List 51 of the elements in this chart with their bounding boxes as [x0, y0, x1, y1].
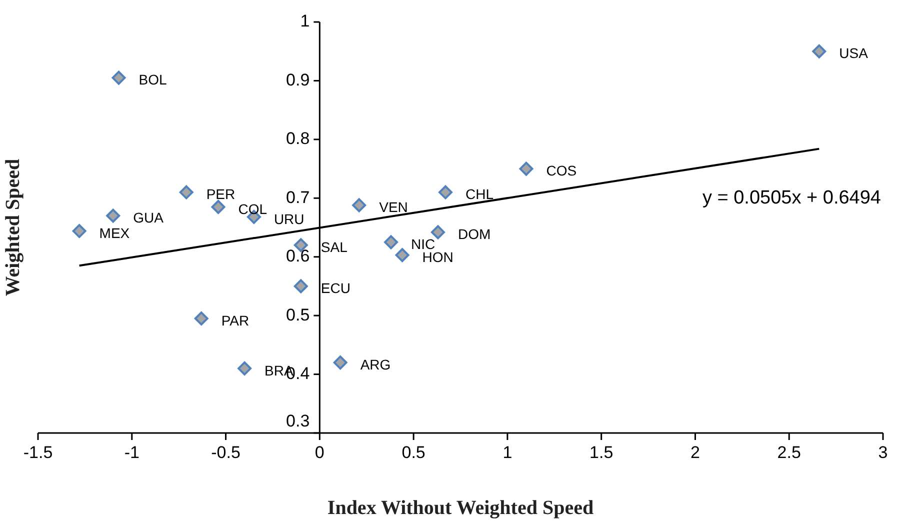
y-tick-label: 0.6	[286, 246, 310, 266]
annotation: MEX	[99, 224, 130, 241]
annotation: VEN	[379, 199, 408, 216]
point	[812, 44, 826, 58]
x-tick-label: 3	[878, 443, 888, 462]
annotation: ARG	[360, 356, 391, 372]
x-tick-label: -0.5	[211, 443, 240, 462]
x-tick-label: 0	[314, 443, 324, 462]
point	[238, 361, 252, 376]
y-axis-title: Weighted Speed	[2, 158, 24, 296]
point	[179, 185, 194, 200]
annotation: COS	[546, 162, 577, 179]
annotation: USA	[839, 45, 869, 62]
annotation: DOM	[458, 226, 491, 242]
y-tick-label: 1	[300, 12, 310, 31]
annotation: BOL	[138, 72, 167, 88]
annotation: URU	[274, 210, 304, 227]
point	[194, 312, 208, 326]
point	[438, 185, 452, 200]
point	[384, 235, 398, 250]
annotation: PAR	[221, 312, 250, 328]
point	[352, 198, 366, 212]
x-tick-label: 2.5	[777, 443, 801, 462]
annotation: y = 0.0505x + 0.6494	[702, 187, 882, 208]
x-tick-label: 2	[690, 443, 700, 462]
annotation: SAL	[320, 238, 348, 255]
point	[294, 279, 308, 294]
x-tick-label: 1	[502, 443, 512, 462]
point	[430, 225, 445, 240]
y-tick-label: 0.3	[286, 412, 310, 431]
annotation: GUA	[133, 210, 164, 226]
y-tick-label: 0.5	[286, 305, 310, 324]
point	[519, 162, 534, 176]
point	[112, 70, 126, 85]
annotation: COL	[238, 200, 268, 217]
x-tick-label: -1	[124, 443, 140, 462]
annotation: PER	[206, 186, 236, 202]
point	[211, 200, 226, 214]
x-tick-label: -1.5	[23, 443, 53, 462]
x-axis-title: Index Without Weighted Speed	[327, 497, 594, 520]
y-tick-label: 0.9	[286, 70, 310, 90]
x-tick-label: 0.5	[402, 443, 426, 462]
annotation: CHL	[465, 186, 494, 202]
point	[106, 208, 120, 223]
point	[72, 224, 86, 238]
point	[395, 248, 410, 262]
y-tick-label: 0.8	[286, 129, 310, 148]
x-tick-label: 1.5	[590, 443, 614, 462]
annotation: ECU	[320, 280, 350, 296]
point	[333, 356, 348, 370]
y-tick-label: 0.7	[286, 188, 310, 207]
